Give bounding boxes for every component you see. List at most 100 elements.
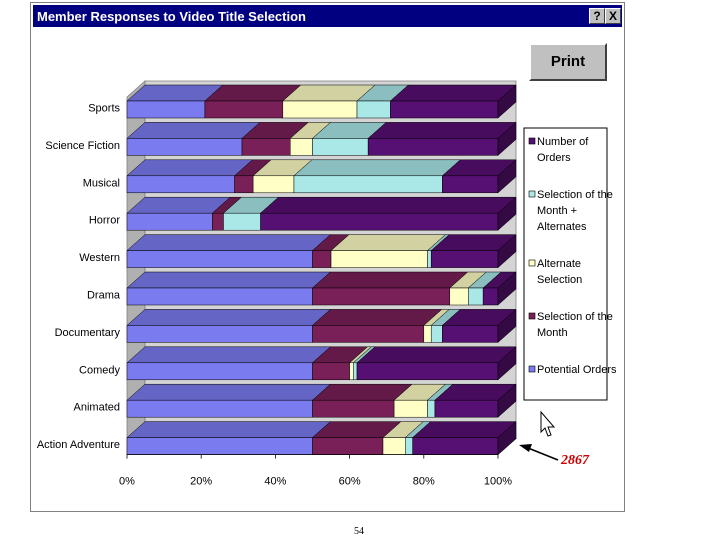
bar-segment-number-of-orders: [259, 196, 517, 231]
bar-segment-potential-orders: [126, 421, 332, 455]
legend-label: Month: [537, 327, 568, 339]
bar-row-musical: [126, 159, 517, 194]
window-title: Member Responses to Video Title Selectio…: [37, 9, 306, 24]
bar-segment-potential-orders: [126, 271, 332, 306]
bar-end-cap: [497, 159, 517, 194]
bar-segment-number-of-orders: [430, 234, 517, 268]
bar-row-action-adventure: [126, 421, 517, 456]
legend-swatch: [528, 137, 536, 145]
category-label: Documentary: [55, 327, 121, 339]
bar-end-cap: [497, 234, 517, 269]
page-number: 54: [354, 526, 364, 537]
bar-segment-selection-of-the-month-alternates: [430, 309, 462, 343]
category-label: Drama: [87, 290, 121, 302]
legend-label: Selection of the: [537, 189, 613, 201]
bar-segment-potential-orders: [126, 122, 261, 156]
bar-segment-alternate-selection: [393, 383, 447, 418]
help-button[interactable]: ?: [589, 8, 605, 24]
legend-label: Potential Orders: [537, 364, 617, 376]
legend-entry-alternate-selection: Alternate Selection: [528, 258, 582, 286]
x-tick-label: 60%: [339, 476, 361, 488]
bar-end-cap: [497, 346, 517, 381]
bar-row-animated: [126, 383, 517, 418]
legend-label: Selection of the: [537, 311, 613, 323]
bar-segment-selection-of-the-month: [311, 383, 413, 418]
legend-box: [523, 127, 608, 401]
category-label: Action Adventure: [37, 439, 120, 451]
legend-label: Alternate: [537, 258, 581, 270]
bar-row-western: [126, 234, 517, 269]
category-labels: Sports Science Fiction Musical Horror Wester…: [37, 103, 121, 452]
callout-label: 2867: [561, 453, 589, 468]
bar-segment-alternate-selection: [330, 234, 447, 268]
legend-swatch: [528, 190, 536, 198]
category-label: Horror: [89, 215, 121, 227]
category-label: Comedy: [79, 364, 120, 376]
title-bar[interactable]: Member Responses to Video Title Selectio…: [33, 5, 622, 27]
bar-segment-alternate-selection: [449, 271, 487, 306]
bar-segment-alternate-selection: [382, 421, 424, 455]
bar-segment-potential-orders: [126, 309, 332, 343]
x-tick-label: 20%: [190, 476, 212, 488]
bar-end-cap: [497, 121, 517, 156]
bar-segment-number-of-orders: [441, 159, 517, 194]
bar-row-science-fiction: [126, 121, 517, 156]
bar-row-documentary: [126, 308, 517, 343]
bar-segment-alternate-selection: [282, 84, 376, 119]
close-button[interactable]: X: [605, 8, 621, 24]
bar-row-horror: [126, 196, 517, 231]
chart-legend: Number of Orders Selection of the Month + Al…: [523, 127, 617, 401]
bar-segment-selection-of-the-month: [311, 271, 469, 306]
bar-segment-potential-orders: [126, 159, 254, 194]
legend-label: Number of: [537, 136, 589, 148]
x-tick-label: 0%: [119, 476, 135, 488]
legend-entry-selection-of-the-month-alternates: Selection of the Month + Alternates: [528, 189, 613, 233]
legend-label: Month +: [537, 205, 577, 217]
mouse-pointer-icon: [540, 410, 556, 437]
bar-end-cap: [497, 271, 517, 306]
legend-label: Selection: [537, 274, 582, 286]
x-tick-label: 100%: [484, 476, 512, 488]
bar-segment-selection-of-the-month-alternates: [311, 122, 387, 156]
print-button[interactable]: Print: [529, 43, 607, 81]
bar-segment-number-of-orders: [389, 84, 517, 119]
chart-bars: [126, 84, 517, 456]
bar-segment-selection-of-the-month: [311, 309, 443, 343]
bar-end-cap: [497, 421, 517, 456]
bar-row-comedy: [126, 346, 517, 381]
category-label: Animated: [74, 402, 120, 414]
legend-label: Alternates: [537, 221, 587, 233]
legend-label: Orders: [537, 152, 571, 164]
bar-segment-number-of-orders: [482, 271, 517, 306]
bar-end-cap: [497, 308, 517, 343]
bar-row-drama: [126, 271, 517, 306]
bar-end-cap: [497, 84, 517, 119]
bar-segment-number-of-orders: [356, 346, 517, 381]
category-label: Western: [79, 252, 120, 264]
bar-segment-number-of-orders: [412, 421, 517, 455]
bar-segment-selection-of-the-month-alternates: [293, 159, 462, 194]
callout-arrow-icon: [519, 444, 559, 461]
legend-entry-selection-of-the-month: Selection of the Month: [528, 311, 613, 339]
x-axis-ticks: 0% 20% 40% 60% 80% 100%: [119, 454, 512, 488]
category-label: Science Fiction: [45, 140, 120, 152]
legend-entry-potential-orders: Potential Orders: [528, 364, 617, 376]
legend-entry-number-of-orders: Number of Orders: [528, 136, 589, 164]
bar-segment-potential-orders: [126, 383, 332, 418]
x-tick-label: 80%: [413, 476, 435, 488]
bar-end-cap: [497, 383, 517, 418]
bar-row-sports: [126, 84, 517, 119]
category-label: Musical: [83, 177, 120, 189]
bar-segment-potential-orders: [126, 234, 332, 268]
bar-segment-alternate-selection: [289, 122, 332, 156]
legend-swatch: [528, 259, 536, 267]
legend-swatch: [528, 365, 536, 373]
bar-segment-number-of-orders: [367, 122, 517, 156]
legend-swatch: [528, 312, 536, 320]
x-tick-label: 40%: [264, 476, 286, 488]
bar-end-cap: [497, 196, 517, 231]
category-label: Sports: [88, 103, 120, 115]
bar-segment-potential-orders: [126, 346, 332, 381]
bar-segment-selection-of-the-month: [241, 122, 309, 156]
